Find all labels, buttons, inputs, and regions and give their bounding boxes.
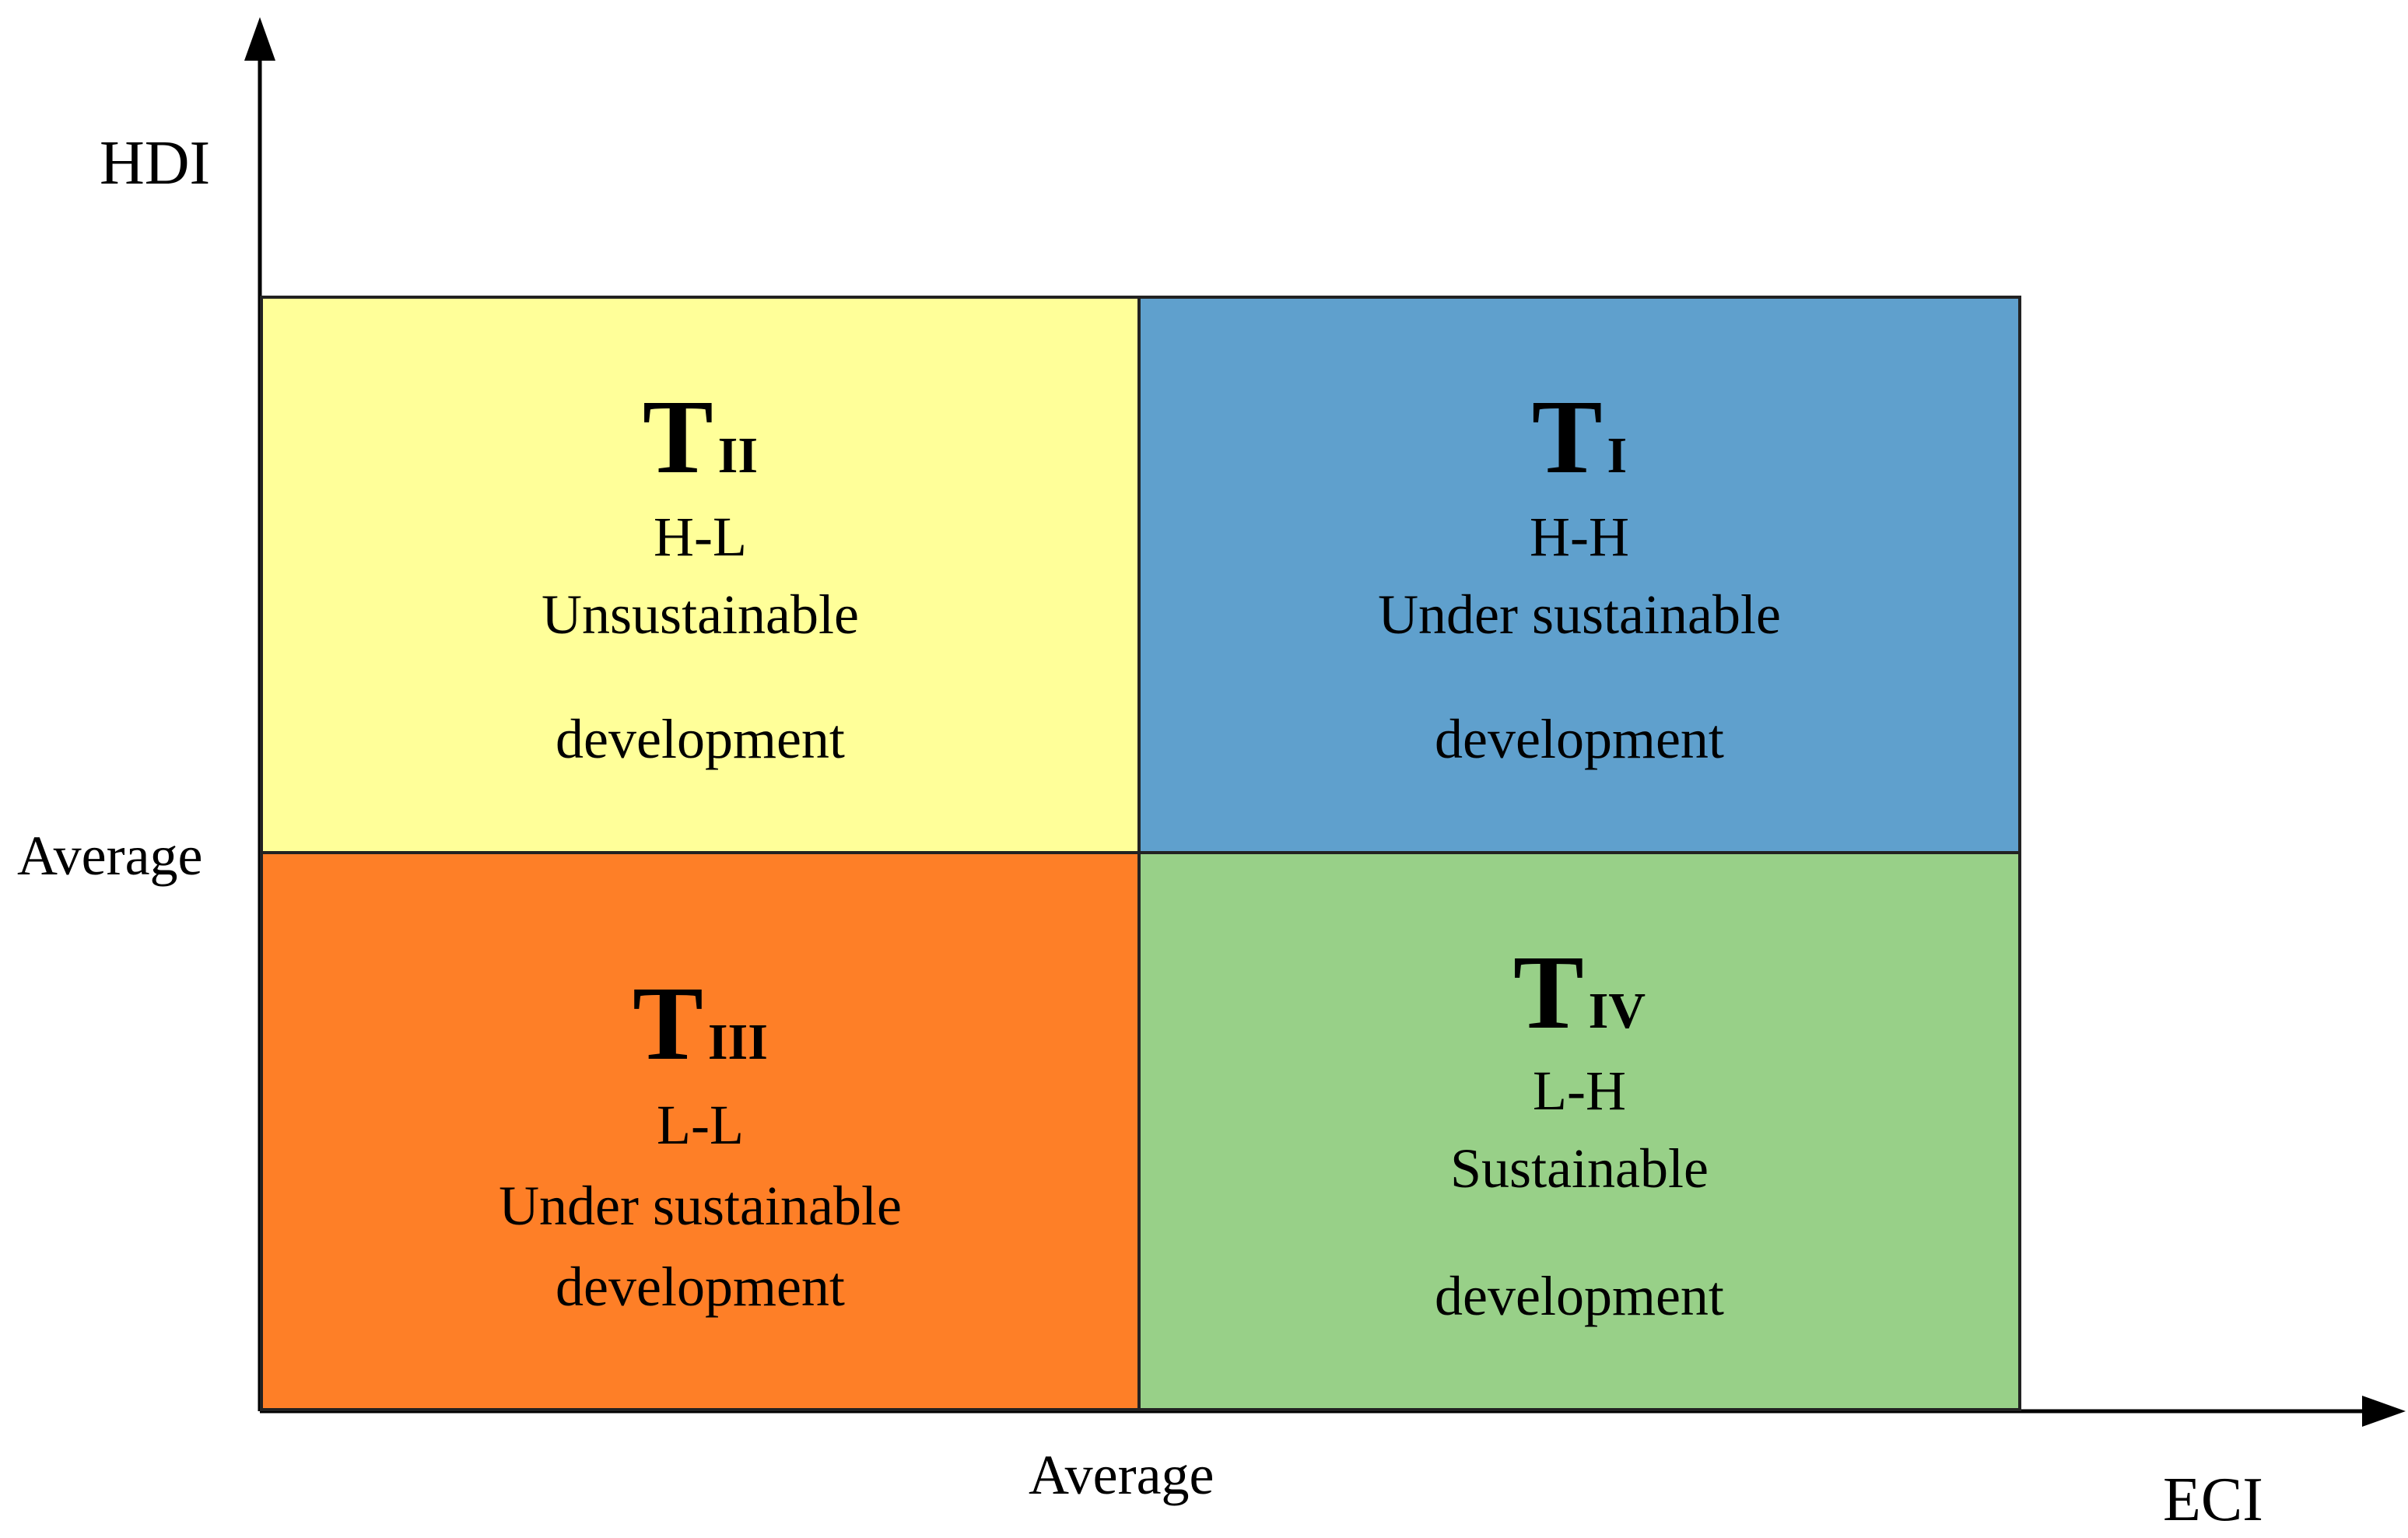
quadrant-title: TIII [263, 971, 1137, 1077]
quadrant-status: Under sustainable [499, 1175, 902, 1237]
title-subscript: I [1607, 427, 1628, 484]
quadrant-bottom-right: TIV L-H Sustainable development [1137, 851, 2021, 1411]
title-letter: T [633, 965, 703, 1082]
quadrant-status-cont: development [556, 1256, 845, 1318]
title-subscript: IV [1588, 983, 1646, 1039]
quadrant-status: Sustainable [1450, 1137, 1709, 1200]
quadrant-status: Unsustainable [542, 583, 859, 646]
y-axis-label: HDI [100, 129, 211, 198]
title-letter: T [1512, 934, 1584, 1051]
title-subscript: II [717, 427, 759, 484]
x-axis-label: ECI [2163, 1466, 2263, 1534]
quadrant-status: Under sustainable [1378, 583, 1781, 646]
y-average-label: Average [17, 825, 203, 887]
title-letter: T [1531, 379, 1603, 496]
quadrant-status-cont: development [1435, 708, 1724, 770]
y-axis-arrowhead [244, 17, 275, 61]
quadrant-top-right: TI H-H Under sustainable development [1137, 296, 2021, 854]
quadrant-status-cont: development [1435, 1265, 1724, 1327]
quadrant-code: H-L [654, 506, 747, 568]
quadrant-title: TI [1141, 384, 2018, 490]
x-average-label: Average [1029, 1444, 1215, 1506]
quadrant-code: L-H [1533, 1060, 1626, 1122]
quadrant-bottom-left: TIII L-L Under sustainable development [260, 851, 1141, 1411]
title-letter: T [642, 379, 713, 496]
quadrant-code: L-L [657, 1094, 744, 1156]
quadrant-status-cont: development [556, 708, 845, 770]
x-axis-arrowhead [2362, 1396, 2406, 1427]
quadrant-top-left: TII H-L Unsustainable development [260, 296, 1141, 854]
quadrant-title: TII [263, 384, 1137, 490]
title-subscript: III [707, 1014, 768, 1070]
quadrant-code: H-H [1530, 506, 1629, 568]
quadrant-title: TIV [1141, 940, 2018, 1046]
